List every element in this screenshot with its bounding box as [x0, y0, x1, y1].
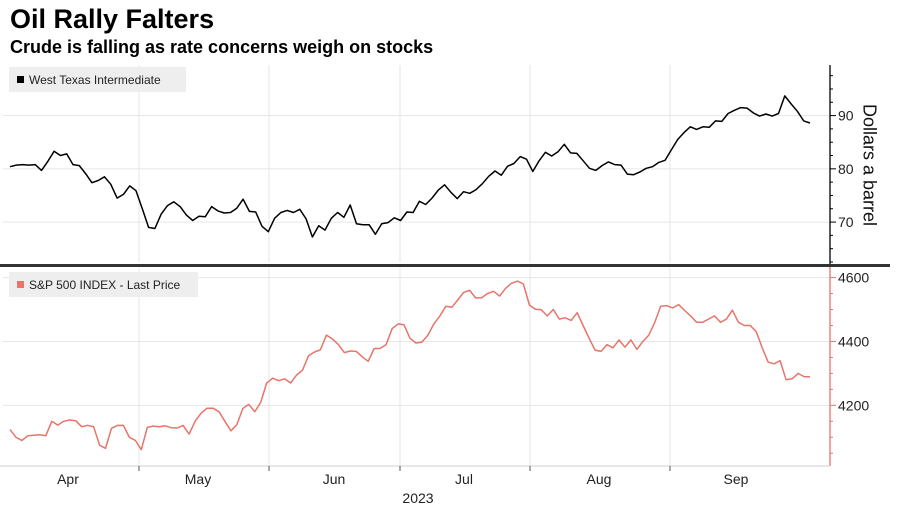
wti-gridlines — [3, 65, 830, 262]
wti-y-axis: 70 80 90 — [829, 65, 854, 264]
wti-ytick-label-70: 70 — [838, 214, 854, 230]
wti-legend: West Texas Intermediate — [9, 67, 186, 92]
wti-ytick-label-90: 90 — [838, 108, 854, 124]
x-tick-label-aug: Aug — [587, 471, 612, 487]
sp500-legend-label: S&P 500 INDEX - Last Price — [29, 278, 181, 292]
wti-series-line-0 — [9, 95, 811, 238]
sp500-ytick-label-4200: 4200 — [838, 397, 869, 413]
x-tick-label-sep: Sep — [724, 471, 749, 487]
x-tick-label-jun: Jun — [323, 471, 346, 487]
x-tick-label-may: May — [185, 471, 211, 487]
sp500-legend-box — [9, 272, 198, 297]
sp500-legend: S&P 500 INDEX - Last Price — [9, 272, 198, 297]
wti-panel: 70 80 90 West Texas Intermediate Dollars a… — [3, 65, 879, 264]
wti-legend-swatch — [17, 76, 24, 83]
sp500-gridlines — [3, 268, 830, 466]
x-axis-year-label: 2023 — [402, 490, 433, 506]
sp500-y-axis: 4200 4400 4600 — [829, 267, 869, 466]
sp500-ytick-label-4400: 4400 — [838, 333, 869, 349]
chart-title: Oil Rally Falters — [10, 4, 215, 34]
sp500-series-line-0 — [9, 280, 811, 451]
wti-legend-box — [9, 67, 186, 92]
x-axis: 2023 Apr May Jun Jul Aug Sep — [0, 465, 830, 506]
sp500-panel: 4200 4400 4600 S&P 500 INDEX - Last Price — [3, 267, 869, 466]
sp500-legend-swatch — [17, 281, 24, 288]
panel-divider — [0, 264, 890, 267]
sp500-ytick-label-4600: 4600 — [838, 270, 869, 286]
wti-y-axis-label: Dollars a barrel — [859, 104, 879, 226]
wti-ytick-label-80: 80 — [838, 161, 854, 177]
sp500-line-group — [9, 280, 811, 451]
x-tick-label-jul: Jul — [455, 471, 473, 487]
wti-legend-label: West Texas Intermediate — [29, 73, 161, 87]
x-tick-label-apr: Apr — [57, 471, 79, 487]
chart-subtitle: Crude is falling as rate concerns weigh … — [10, 37, 434, 57]
wti-line-group — [9, 95, 811, 238]
